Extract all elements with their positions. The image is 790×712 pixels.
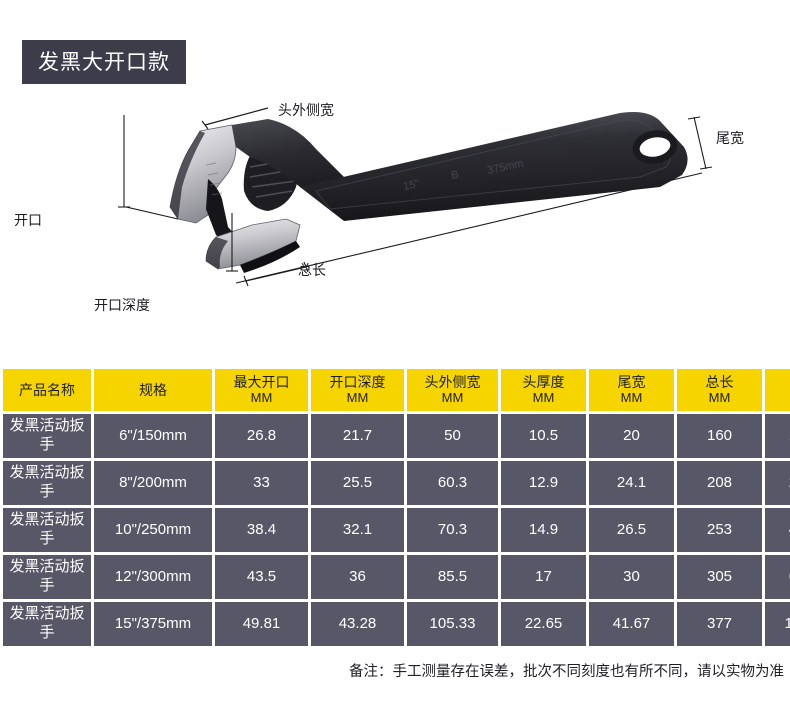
dimension-tail-width: 尾宽: [687, 116, 744, 170]
label-head-outer-width: 头外侧宽: [278, 102, 334, 118]
cell-spec: 6"/150mm: [94, 414, 212, 458]
cell-head-outer-width: 85.5: [407, 555, 498, 599]
cell-spec: 12"/300mm: [94, 555, 212, 599]
column-header-max-opening: 最大开口 MM: [215, 369, 308, 411]
dimension-opening-depth: 开口深度: [94, 261, 309, 313]
table-row: 发黑活动扳手 8"/200mm 33 25.5 60.3 12.9 24.1 2…: [3, 461, 790, 505]
cell-weight: 435.1: [765, 508, 790, 552]
cell-head-thickness: 17: [501, 555, 586, 599]
cell-total-length: 377: [677, 602, 762, 646]
cell-max-opening: 26.8: [215, 414, 308, 458]
remark-note: 备注：手工测量存在误差，批次不同刻度也有所不同，请以实物为准: [349, 664, 784, 680]
label-opening-depth: 开口深度: [94, 297, 150, 313]
cell-head-thickness: 22.65: [501, 602, 586, 646]
cell-product-name: 发黑活动扳手: [3, 461, 91, 505]
label-tail-width: 尾宽: [716, 130, 744, 146]
dimension-head-outer-width: 头外侧宽: [201, 102, 334, 130]
table-row: 发黑活动扳手 12"/300mm 43.5 36 85.5 17 30 305 …: [3, 555, 790, 599]
label-total-length: 总长: [298, 262, 326, 278]
wrench-lower-jaw-shadow: [206, 237, 228, 269]
cell-head-thickness: 12.9: [501, 461, 586, 505]
svg-text:B: B: [450, 169, 460, 182]
table-row: 发黑活动扳手 6"/150mm 26.8 21.7 50 10.5 20 160…: [3, 414, 790, 458]
column-header-head-thickness: 头厚度 MM: [501, 369, 586, 411]
cell-max-opening: 33: [215, 461, 308, 505]
cell-opening-depth: 43.28: [311, 602, 404, 646]
cell-max-opening: 38.4: [215, 508, 308, 552]
cell-spec: 10"/250mm: [94, 508, 212, 552]
cell-tail-width: 26.5: [589, 508, 674, 552]
column-header-tail-width: 尾宽 MM: [589, 369, 674, 411]
wrench-handle: [300, 112, 688, 221]
cell-product-name: 发黑活动扳手: [3, 602, 91, 646]
cell-head-outer-width: 70.3: [407, 508, 498, 552]
cell-spec: 8"/200mm: [94, 461, 212, 505]
table-row: 发黑活动扳手 10"/250mm 38.4 32.1 70.3 14.9 26.…: [3, 508, 790, 552]
cell-weight: 273.9: [765, 461, 790, 505]
cell-opening-depth: 25.5: [311, 461, 404, 505]
specification-table: 产品名称 规格 最大开口 MM 开口深度 MM 头外侧宽 MM 头厚度 MM: [0, 366, 790, 649]
cell-weight: 138.1: [765, 414, 790, 458]
cell-head-thickness: 10.5: [501, 414, 586, 458]
column-header-weight: 重量 g: [765, 369, 790, 411]
cell-tail-width: 20: [589, 414, 674, 458]
cell-tail-width: 41.67: [589, 602, 674, 646]
cell-product-name: 发黑活动扳手: [3, 508, 91, 552]
dimension-opening: 开口: [14, 115, 238, 272]
wrench-scale-marks: [205, 162, 223, 196]
wrench-hanging-hole: [632, 130, 678, 164]
dimension-total-length: 总长: [235, 172, 703, 284]
cell-total-length: 253: [677, 508, 762, 552]
cell-opening-depth: 32.1: [311, 508, 404, 552]
cell-weight: 1337.2: [765, 602, 790, 646]
cell-total-length: 208: [677, 461, 762, 505]
cell-product-name: 发黑活动扳手: [3, 555, 91, 599]
label-opening: 开口: [14, 212, 42, 228]
cell-head-outer-width: 60.3: [407, 461, 498, 505]
cell-total-length: 160: [677, 414, 762, 458]
cell-max-opening: 49.81: [215, 602, 308, 646]
product-diagram: 头外侧宽: [0, 95, 790, 340]
column-header-spec: 规格: [94, 369, 212, 411]
column-header-head-outer-width: 头外侧宽 MM: [407, 369, 498, 411]
cell-head-outer-width: 105.33: [407, 602, 498, 646]
cell-product-name: 发黑活动扳手: [3, 414, 91, 458]
cell-total-length: 305: [677, 555, 762, 599]
table-row: 发黑活动扳手 15"/375mm 49.81 43.28 105.33 22.6…: [3, 602, 790, 646]
section-title-badge: 发黑大开口款: [22, 40, 186, 84]
svg-text:15": 15": [402, 178, 420, 193]
cell-opening-depth: 36: [311, 555, 404, 599]
cell-spec: 15"/375mm: [94, 602, 212, 646]
section-title-label: 发黑大开口款: [38, 50, 170, 74]
cell-tail-width: 30: [589, 555, 674, 599]
wrench-lower-jaw-edge: [240, 241, 300, 273]
cell-weight: 662.6: [765, 555, 790, 599]
cell-tail-width: 24.1: [589, 461, 674, 505]
cell-opening-depth: 21.7: [311, 414, 404, 458]
column-header-product-name: 产品名称: [3, 369, 91, 411]
column-header-opening-depth: 开口深度 MM: [311, 369, 404, 411]
cell-head-thickness: 14.9: [501, 508, 586, 552]
cell-head-outer-width: 50: [407, 414, 498, 458]
table-header-row: 产品名称 规格 最大开口 MM 开口深度 MM 头外侧宽 MM 头厚度 MM: [3, 369, 790, 411]
wrench-upper-jaw-shadow: [170, 131, 205, 219]
cell-max-opening: 43.5: [215, 555, 308, 599]
column-header-total-length: 总长 MM: [677, 369, 762, 411]
